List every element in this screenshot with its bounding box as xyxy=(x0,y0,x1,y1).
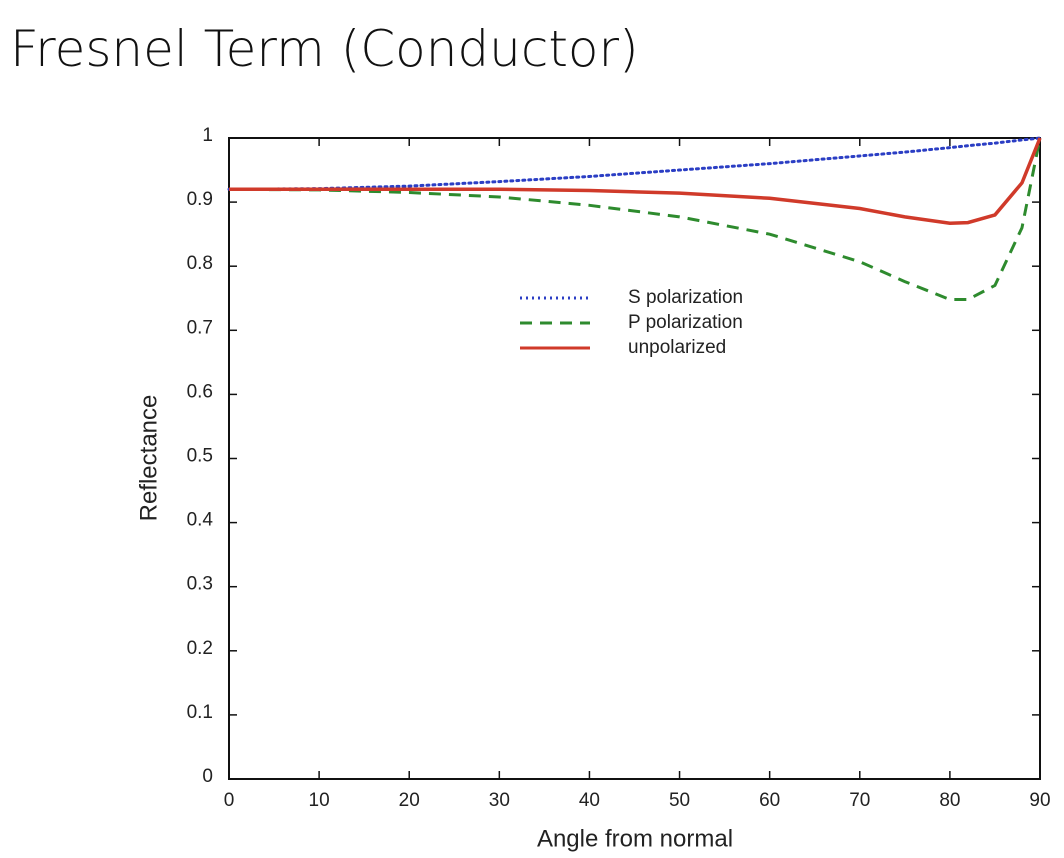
y-tick-label: 1 xyxy=(202,125,213,146)
y-tick-label: 0 xyxy=(202,766,213,787)
plot-frame xyxy=(228,137,1041,780)
legend-text: P polarization xyxy=(628,312,743,333)
x-tick-label: 70 xyxy=(849,790,870,811)
y-tick-label: 0.2 xyxy=(187,638,213,659)
y-tick-label: 0.7 xyxy=(187,317,213,338)
x-tick-label: 10 xyxy=(309,790,330,811)
x-tick-label: 60 xyxy=(759,790,780,811)
legend-text: S polarization xyxy=(628,287,743,308)
y-tick-label: 0.4 xyxy=(187,510,214,531)
legend-text: unpolarized xyxy=(628,337,726,358)
x-axis-label: Angle from normal xyxy=(537,825,733,852)
x-tick-label: 0 xyxy=(224,790,235,811)
series-line xyxy=(228,137,1042,302)
y-tick-label: 0.9 xyxy=(187,189,213,210)
x-tick-label: 90 xyxy=(1029,790,1050,811)
x-tick-label: 80 xyxy=(939,790,960,811)
slide-title: Fresnel Term (Conductor) xyxy=(10,20,639,78)
x-tick-label: 40 xyxy=(579,790,600,811)
x-tick-label: 20 xyxy=(399,790,420,811)
y-tick-label: 0.6 xyxy=(187,381,213,402)
series-line xyxy=(227,136,1042,191)
x-tick-label: 30 xyxy=(489,790,510,811)
y-tick-label: 0.5 xyxy=(187,446,213,467)
series-line xyxy=(229,137,1042,226)
y-axis-label: Reflectance xyxy=(135,395,162,522)
y-tick-label: 0.8 xyxy=(187,253,213,274)
x-tick-label: 50 xyxy=(669,790,690,811)
y-tick-label: 0.1 xyxy=(187,702,213,723)
y-tick-label: 0.3 xyxy=(187,574,213,595)
